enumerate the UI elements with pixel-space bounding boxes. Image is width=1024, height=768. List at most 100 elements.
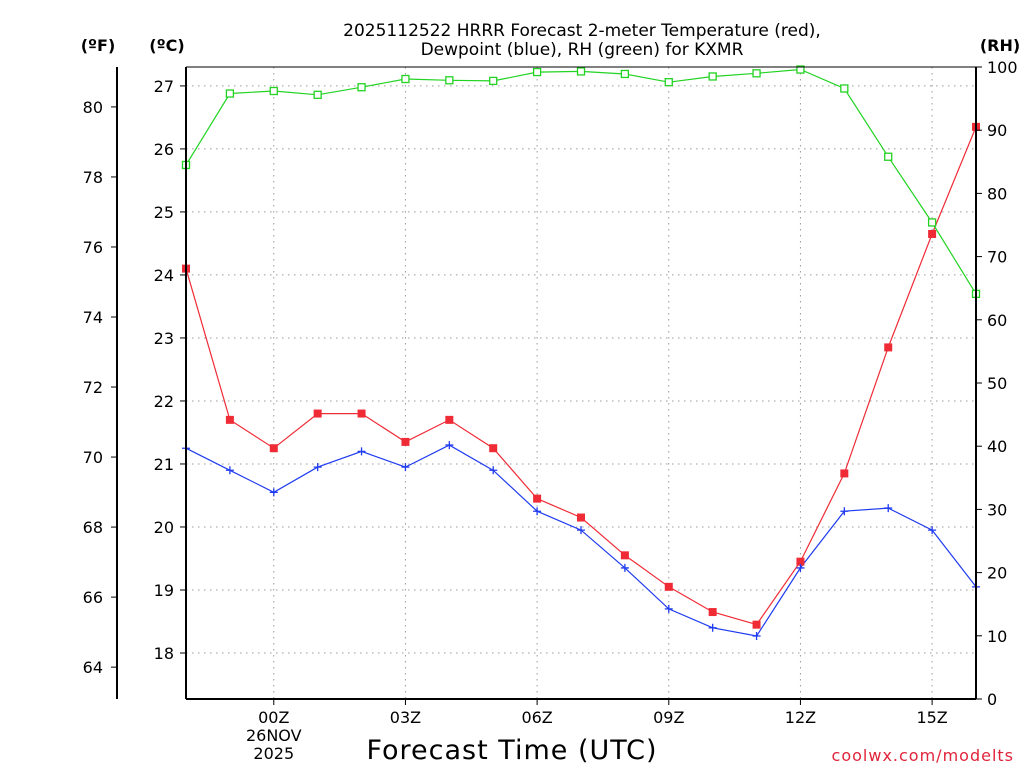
- dewpoint-point: [664, 604, 673, 613]
- celsius-tick-label: 20: [154, 518, 174, 537]
- rh-tick-label: 60: [987, 311, 1007, 330]
- x-tick-label: 09Z: [653, 708, 684, 727]
- rh-tick-label: 100: [987, 58, 1018, 77]
- temperature-series-line: [185, 126, 977, 626]
- dewpoint-point: [269, 488, 278, 497]
- temperature-point: [533, 494, 542, 503]
- dewpoint-point: [884, 504, 893, 513]
- temperature-point: [664, 582, 673, 591]
- rh-tick-label: 0: [987, 690, 997, 709]
- x-tick-label: 15Z: [916, 708, 947, 727]
- rh-point: [225, 89, 235, 98]
- rh-point: [489, 76, 498, 86]
- rh-point: [708, 72, 717, 81]
- dewpoint-point: [577, 526, 585, 535]
- dewpoint-point: [752, 631, 761, 640]
- temperature-point: [796, 557, 805, 566]
- unit-celsius: (ºC): [149, 36, 184, 55]
- fahrenheit-tick-label: 66: [83, 588, 103, 607]
- celsius-tick-label: 27: [154, 77, 174, 96]
- rh-tick-label: 30: [987, 500, 1007, 519]
- series-markers: [181, 65, 981, 640]
- rh-point: [576, 67, 586, 76]
- rh-tick-label: 70: [987, 248, 1007, 267]
- x-tick-year: 2025: [253, 744, 294, 763]
- celsius-tick-label: 24: [154, 266, 174, 285]
- temperature-point: [445, 415, 454, 424]
- fahrenheit-tick-label: 76: [83, 238, 103, 257]
- dewpoint-point: [708, 623, 717, 632]
- rh-point: [401, 74, 410, 84]
- rh-point: [752, 69, 761, 78]
- unit-fahrenheit: (ºF): [81, 36, 116, 55]
- fahrenheit-tick-label: 68: [83, 518, 103, 537]
- temperature-point: [313, 409, 322, 418]
- grid-layer: [186, 67, 976, 699]
- rh-point: [664, 78, 673, 87]
- temperature-point: [928, 229, 937, 238]
- axes: [111, 66, 982, 705]
- credit-text: coolwx.com/modelts: [832, 746, 1014, 765]
- dewpoint-point: [445, 441, 454, 450]
- x-tick-label: 06Z: [521, 708, 552, 727]
- temperature-point: [401, 437, 410, 446]
- dewpoint-point: [357, 447, 366, 456]
- series-lines: [185, 68, 977, 637]
- unit-rh: (RH): [980, 36, 1020, 55]
- rh-tick-label: 20: [987, 564, 1007, 583]
- dewpoint-series-line: [185, 444, 977, 637]
- temperature-point: [269, 444, 278, 453]
- dewpoint-point: [928, 526, 937, 535]
- dewpoint-point: [489, 466, 498, 475]
- x-tick-date: 26NOV: [246, 726, 302, 745]
- x-axis-label: Forecast Time (UTC): [366, 735, 657, 766]
- rh-point: [445, 76, 454, 85]
- rh-tick-label: 10: [987, 627, 1007, 646]
- temperature-point: [577, 513, 585, 522]
- temperature-point: [489, 444, 498, 453]
- dewpoint-point: [313, 463, 322, 472]
- fahrenheit-tick-label: 64: [83, 658, 103, 677]
- chart-title-line2: Dewpoint (blue), RH (green) for KXMR: [421, 40, 744, 60]
- fahrenheit-tick-label: 80: [83, 98, 103, 117]
- celsius-tick-label: 23: [154, 329, 174, 348]
- fahrenheit-tick-label: 78: [83, 168, 103, 187]
- rh-point: [884, 152, 893, 161]
- rh-point: [357, 83, 366, 92]
- rh-tick-label: 80: [987, 184, 1007, 203]
- fahrenheit-tick-label: 70: [83, 448, 103, 467]
- celsius-tick-label: 18: [154, 644, 174, 663]
- rh-tick-label: 50: [987, 374, 1007, 393]
- rh-series-line: [185, 68, 977, 295]
- fahrenheit-tick-label: 74: [83, 308, 103, 327]
- temperature-point: [708, 608, 717, 617]
- chart-title-line1: 2025112522 HRRR Forecast 2-meter Tempera…: [343, 21, 821, 41]
- rh-point: [532, 67, 542, 77]
- fahrenheit-tick-label: 72: [83, 378, 103, 397]
- x-tick-label: 03Z: [390, 708, 421, 727]
- celsius-tick-label: 21: [154, 455, 174, 474]
- rh-point: [313, 90, 322, 99]
- celsius-tick-label: 26: [154, 140, 174, 159]
- rh-tick-label: 90: [987, 121, 1007, 140]
- temperature-point: [357, 409, 366, 418]
- x-tick-label: 00Z: [258, 708, 289, 727]
- temperature-point: [884, 343, 893, 352]
- dewpoint-point: [533, 507, 542, 516]
- temperature-point: [840, 469, 849, 478]
- rh-point: [796, 65, 805, 74]
- dewpoint-point: [620, 563, 629, 572]
- temperature-point: [752, 620, 761, 629]
- rh-point: [840, 84, 849, 93]
- rh-point: [620, 69, 630, 79]
- rh-point: [927, 218, 937, 227]
- temperature-point: [620, 551, 629, 560]
- dewpoint-point: [840, 507, 849, 516]
- rh-point: [269, 86, 278, 96]
- celsius-tick-label: 22: [154, 392, 174, 411]
- dewpoint-point: [401, 463, 410, 472]
- celsius-tick-label: 19: [154, 581, 174, 600]
- celsius-tick-label: 25: [154, 203, 174, 222]
- dewpoint-point: [796, 563, 805, 572]
